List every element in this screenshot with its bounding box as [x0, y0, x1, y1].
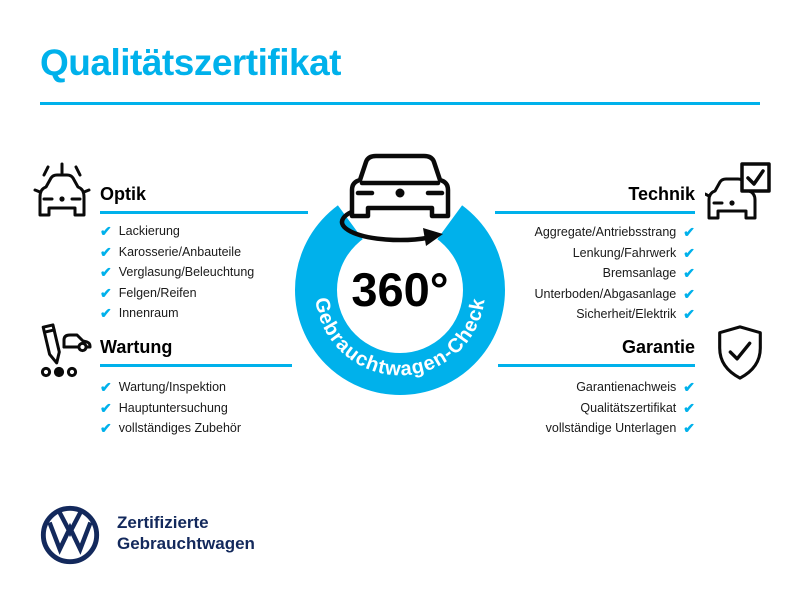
- checklist-optik: ✔ Lackierung ✔ Karosserie/Anbauteile ✔ Verg…: [100, 221, 330, 324]
- check-icon: ✔: [100, 243, 112, 260]
- section-title-technik: Technik: [495, 184, 695, 214]
- list-item-label: Unterboden/Abgasanlage: [534, 286, 677, 301]
- list-item-label: Wartung/Inspektion: [118, 380, 226, 395]
- list-item: ✔ Hauptuntersuchung: [100, 398, 330, 419]
- list-item-label: Qualitätszertifikat: [580, 400, 677, 415]
- list-item-label: Hauptuntersuchung: [118, 400, 228, 415]
- check-icon: ✔: [100, 223, 112, 240]
- list-item-label: Verglasung/Beleuchtung: [118, 265, 255, 280]
- check-icon: ✔: [683, 379, 695, 396]
- list-item-label: Innenraum: [118, 306, 179, 321]
- check-icon: ✔: [683, 306, 695, 323]
- checklist-garantie: Garantienachweis ✔ Qualitätszertifikat ✔ v…: [455, 377, 695, 439]
- check-icon: ✔: [683, 399, 695, 416]
- degree-label: 360°: [351, 263, 448, 316]
- car-shine-icon: [32, 161, 92, 221]
- check-icon: ✔: [683, 420, 695, 437]
- list-item: ✔ Wartung/Inspektion: [100, 377, 330, 398]
- list-item: Lenkung/Fahrwerk ✔: [455, 243, 695, 264]
- check-icon: ✔: [683, 224, 695, 241]
- list-item-label: Lenkung/Fahrwerk: [572, 245, 677, 260]
- list-item-label: Lackierung: [118, 224, 180, 239]
- check-icon: ✔: [100, 305, 112, 322]
- car-checkbox-icon: [705, 161, 773, 221]
- list-item-label: vollständiges Zubehör: [118, 421, 242, 436]
- check-icon: ✔: [100, 264, 112, 281]
- section-title-wartung: Wartung: [100, 337, 292, 367]
- list-item: Aggregate/Antriebsstrang ✔: [455, 222, 696, 243]
- title-divider: [40, 102, 760, 105]
- list-item-label: Aggregate/Antriebsstrang: [534, 225, 677, 240]
- check-icon: ✔: [100, 284, 112, 301]
- list-item: vollständige Unterlagen ✔: [455, 418, 695, 439]
- car-rotation-icon: [339, 153, 451, 246]
- list-item: ✔ Felgen/Reifen: [100, 283, 330, 304]
- list-item: Qualitätszertifikat ✔: [455, 398, 695, 419]
- check-icon: ✔: [683, 244, 695, 261]
- check-icon: ✔: [100, 420, 112, 437]
- service-checklist-icon: [32, 322, 92, 380]
- list-item-label: vollständige Unterlagen: [545, 421, 677, 436]
- vw-logo: [38, 503, 102, 572]
- list-item: Garantienachweis ✔: [455, 377, 695, 398]
- list-item: ✔ Lackierung: [100, 221, 330, 242]
- page-title: Qualitätszertifikat: [40, 42, 341, 83]
- list-item: ✔ Karosserie/Anbauteile: [100, 242, 330, 263]
- list-item: ✔ vollständiges Zubehör: [100, 418, 330, 439]
- list-item: Unterboden/Abgasanlage ✔: [455, 284, 695, 305]
- footer-brand-line2: Gebrauchtwagen: [117, 534, 255, 553]
- list-item: ✔ Innenraum: [100, 303, 330, 324]
- checklist-wartung: ✔ Wartung/Inspektion ✔ Hauptuntersuchung ✔…: [100, 377, 330, 439]
- shield-check-icon: [711, 324, 769, 382]
- list-item-label: Felgen/Reifen: [118, 285, 197, 300]
- list-item: Sicherheit/Elektrik ✔: [455, 304, 695, 325]
- check-icon: ✔: [100, 379, 112, 396]
- list-item-label: Sicherheit/Elektrik: [576, 307, 677, 322]
- footer-brand-text: Zertifizierte Gebrauchtwagen: [117, 512, 255, 554]
- list-item-label: Garantienachweis: [576, 380, 677, 395]
- list-item-label: Bremsanlage: [602, 266, 677, 281]
- checklist-technik: Aggregate/Antriebsstrang ✔ Lenkung/Fahrwe…: [455, 222, 695, 325]
- list-item: Bremsanlage ✔: [455, 263, 695, 284]
- section-title-garantie: Garantie: [498, 337, 695, 367]
- list-item-label: Karosserie/Anbauteile: [118, 244, 242, 259]
- section-title-optik: Optik: [100, 184, 308, 214]
- check-icon: ✔: [683, 265, 695, 282]
- check-icon: ✔: [100, 399, 112, 416]
- list-item: ✔ Verglasung/Beleuchtung: [100, 262, 330, 283]
- 360-check-graphic: Gebrauchtwagen-Check 360°: [278, 138, 522, 411]
- check-icon: ✔: [683, 285, 695, 302]
- footer-brand-line1: Zertifizierte: [117, 513, 209, 532]
